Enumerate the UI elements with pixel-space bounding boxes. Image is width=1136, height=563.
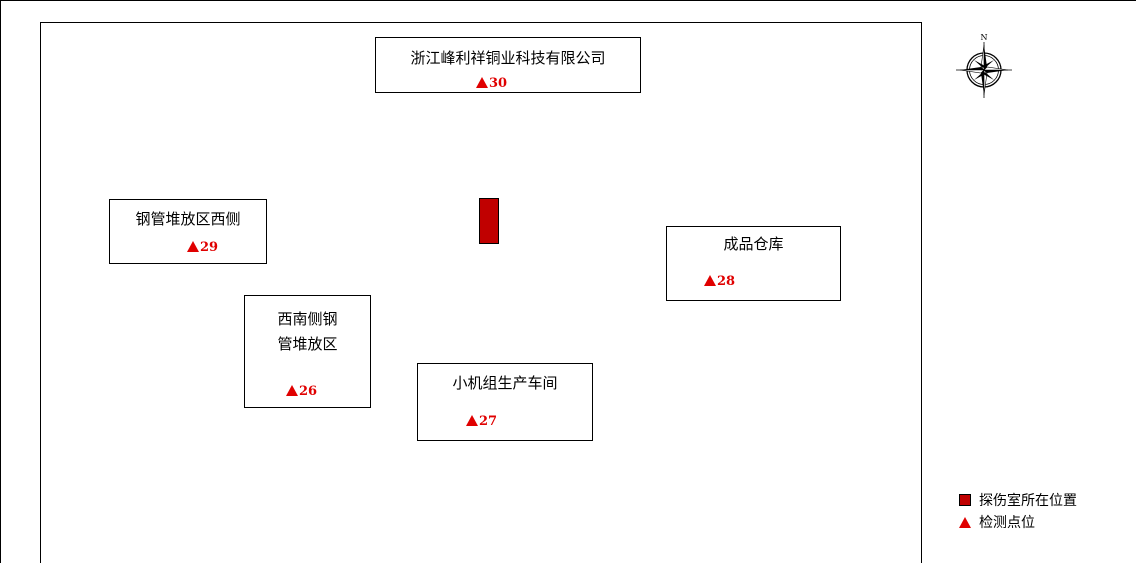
flaw-detection-room bbox=[479, 198, 499, 244]
area-small-unit-workshop: 小机组生产车间 27 bbox=[417, 363, 593, 441]
triangle-marker-icon bbox=[476, 77, 488, 88]
legend-room-label: 探伤室所在位置 bbox=[979, 493, 1077, 509]
compass-icon: N bbox=[956, 32, 1012, 98]
point-number: 27 bbox=[479, 414, 498, 429]
area-name: 小机组生产车间 bbox=[452, 374, 558, 392]
area-name: 成品仓库 bbox=[723, 235, 784, 253]
area-finished-goods-warehouse: 成品仓库 28 bbox=[666, 226, 841, 301]
detection-point-30: 30 bbox=[476, 76, 507, 92]
detection-point-27: 27 bbox=[466, 414, 497, 430]
north-label: N bbox=[981, 33, 988, 42]
red-square-icon bbox=[959, 494, 971, 506]
legend-item-point: 检测点位 bbox=[958, 511, 1077, 533]
area-name: 钢管堆放区西侧 bbox=[135, 210, 241, 228]
area-steel-pipe-west: 钢管堆放区西侧 29 bbox=[109, 199, 267, 264]
triangle-marker-icon bbox=[286, 385, 298, 396]
frame-left-line bbox=[0, 0, 1, 563]
legend-item-room: 探伤室所在位置 bbox=[958, 489, 1077, 511]
area-company: 浙江峰利祥铜业科技有限公司 30 bbox=[375, 37, 641, 93]
area-steel-pipe-southwest: 西南侧钢 管堆放区 26 bbox=[244, 295, 371, 408]
triangle-marker-icon bbox=[187, 241, 199, 252]
point-number: 26 bbox=[299, 384, 318, 399]
detection-point-29: 29 bbox=[187, 240, 218, 256]
detection-point-28: 28 bbox=[704, 274, 735, 290]
detection-point-26: 26 bbox=[286, 384, 317, 400]
point-number: 30 bbox=[489, 76, 508, 91]
area-name-line-1: 西南侧钢 bbox=[277, 310, 338, 328]
red-triangle-icon bbox=[959, 516, 971, 528]
area-name-line-2: 管堆放区 bbox=[277, 335, 338, 353]
point-number: 28 bbox=[717, 274, 736, 289]
triangle-marker-icon bbox=[466, 415, 478, 426]
point-number: 29 bbox=[200, 240, 219, 255]
frame-top-line bbox=[0, 0, 1136, 1]
legend: 探伤室所在位置 检测点位 bbox=[958, 489, 1077, 533]
area-name: 浙江峰利祥铜业科技有限公司 bbox=[410, 49, 606, 67]
triangle-marker-icon bbox=[704, 275, 716, 286]
legend-point-label: 检测点位 bbox=[979, 515, 1035, 531]
site-boundary bbox=[40, 22, 922, 563]
